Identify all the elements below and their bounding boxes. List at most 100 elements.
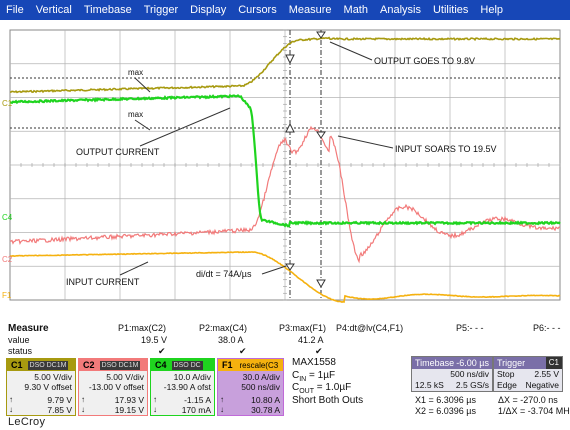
channel-f1-timebase: 500 ns/div (241, 382, 280, 392)
channel-box-c2-body: 5.00 V/div -13.00 V offset ↑ 17.93 V ↓ 1… (79, 371, 147, 415)
channel-c4-vdiv: 10.0 A/div (173, 372, 211, 382)
menu-cursors[interactable]: Cursors (238, 4, 277, 16)
trace-label-f1[interactable]: F1 (2, 291, 12, 300)
channel-f1-up: 10.80 A (251, 395, 280, 405)
annotation-output-current: OUTPUT CURRENT (76, 147, 160, 157)
measure-p3-name[interactable]: P3:max(F1) (279, 323, 327, 333)
measure-p6-name[interactable]: P6:- - - (533, 323, 561, 333)
menu-file[interactable]: File (6, 4, 24, 16)
timebase-label: Timebase (415, 358, 455, 368)
timebase-box[interactable]: Timebase -6.00 µs 500 ns/div 12.5 kS 2.5 G… (411, 356, 493, 392)
channel-c4-up: -1.15 A (184, 395, 211, 405)
channel-c4-tag: C4 (155, 360, 167, 370)
cursor-down-icon: ↓ (81, 405, 85, 414)
trace-c4-output-current (9, 93, 561, 228)
menu-trigger[interactable]: Trigger (143, 4, 179, 16)
annotation-didt: di/dt = 74A/µs (196, 269, 252, 279)
channel-box-f1-header: F1 rescale(C3 (218, 359, 283, 371)
channel-c1-mode: DSO DC1M (27, 360, 69, 370)
note-cin: CIN = 1µF (292, 370, 335, 383)
measure-p4-name[interactable]: P4:dt@lv(C4,F1) (336, 323, 404, 333)
channel-f1-vdiv: 30.0 A/div (242, 372, 280, 382)
measure-p1-name[interactable]: P1:max(C2) (118, 323, 167, 333)
measure-p5-name[interactable]: P5:- - - (456, 323, 484, 333)
annotation-input-current: INPUT CURRENT (66, 277, 140, 287)
channel-c2-down: 19.15 V (114, 405, 144, 415)
menu-utilities[interactable]: Utilities (432, 4, 469, 16)
cursor-down-icon: ↓ (220, 405, 224, 414)
channel-c4-mode: DSO DC (171, 360, 203, 370)
annotation-didt-leader (261, 265, 287, 275)
channel-c2-offset: -13.00 V offset (88, 382, 144, 392)
annotation-input-soars-leader (337, 135, 394, 149)
trace-c1-output-voltage (9, 36, 561, 94)
trigger-row-2: Edge Negative (494, 380, 562, 391)
measure-p1-status: ✔ (158, 346, 166, 356)
trigger-box[interactable]: Trigger C1 Stop 2.55 V Edge Negative (493, 356, 563, 392)
trace-label-c1[interactable]: C1 (2, 99, 13, 108)
measure-row-value-label: value (8, 335, 30, 345)
timebase-row-1: 500 ns/div (412, 369, 492, 380)
channel-c2-up: 17.93 V (114, 395, 144, 405)
note-cout: COUT = 1.0µF (292, 382, 351, 395)
cursor-marker-icon-x1-c1 (316, 31, 326, 39)
timebase-samples: 12.5 kS (415, 380, 444, 390)
menu-analysis[interactable]: Analysis (380, 4, 421, 16)
menu-help[interactable]: Help (480, 4, 504, 16)
menu-measure[interactable]: Measure (288, 4, 332, 16)
menu-timebase[interactable]: Timebase (83, 4, 132, 16)
annotation-output-current-leader (139, 107, 231, 147)
cursor-dx-readout: ΔX = -270.0 ns (498, 395, 558, 405)
cursor-marker-icon-x2-c4 (285, 122, 295, 133)
measure-p2-name[interactable]: P2:max(C4) (199, 323, 248, 333)
channel-box-c4-body: 10.0 A/div -13.90 A ofst ↑ -1.15 A ↓ 170… (151, 371, 214, 415)
menu-vertical[interactable]: Vertical (35, 4, 72, 16)
cursor-up-icon: ↑ (220, 395, 224, 404)
trace-label-c4[interactable]: C4 (2, 213, 13, 222)
brand-logo: LeCroy (8, 416, 46, 428)
channel-box-f1[interactable]: F1 rescale(C3 30.0 A/div 500 ns/div ↑ 10… (217, 358, 284, 416)
channel-box-c4-header: C4 DSO DC (151, 359, 214, 371)
trace-label-c2[interactable]: C2 (2, 255, 13, 264)
cursor-down-icon: ↓ (9, 405, 13, 414)
channel-c1-vdiv: 5.00 V/div (34, 372, 72, 382)
channel-box-c1[interactable]: C1 DSO DC1M 5.00 V/div 9.30 V offset ↑ 9… (6, 358, 76, 416)
channel-f1-down: 30.78 A (251, 405, 280, 415)
timebase-rate: 2.5 GS/s (455, 380, 489, 390)
annotation-max-2: max (128, 110, 143, 119)
channel-c4-down: 170 mA (181, 405, 211, 415)
channel-box-c2[interactable]: C2 DSO DC1M 5.00 V/div -13.00 V offset ↑… (78, 358, 148, 416)
channel-box-c1-body: 5.00 V/div 9.30 V offset ↑ 9.79 V ↓ 7.85… (7, 371, 75, 415)
measure-p3-value: 41.2 A (298, 335, 324, 345)
trigger-header: Trigger C1 (494, 357, 562, 369)
annotation-max-1: max (128, 68, 143, 77)
channel-c1-down: 7.85 V (47, 405, 72, 415)
trigger-state: Stop (497, 369, 515, 379)
channel-f1-tag: F1 (222, 360, 233, 370)
channel-box-c1-header: C1 DSO DC1M (7, 359, 75, 371)
menu-math[interactable]: Math (343, 4, 368, 16)
channel-c1-offset: 9.30 V offset (24, 382, 72, 392)
cursor-marker-icon-x1-c2 (316, 131, 326, 139)
scope-display[interactable]: C1 C4 C2 F1 max max OUTPUT GOES TO 9.8V … (0, 20, 570, 320)
measure-title: Measure (8, 323, 49, 334)
measure-p2-value: 38.0 A (218, 335, 244, 345)
timebase-header: Timebase -6.00 µs (412, 357, 492, 369)
channel-box-c4[interactable]: C4 DSO DC 10.0 A/div -13.90 A ofst ↑ -1.… (150, 358, 215, 416)
annotation-max-1-leader (134, 77, 151, 93)
cursor-marker-icon-x1-f1 (316, 279, 326, 289)
cursor-x1-readout: X1 = 6.3096 µs (415, 395, 476, 405)
channel-f1-function: rescale(C3 (237, 360, 281, 370)
menu-display[interactable]: Display (190, 4, 227, 16)
cursor-inv-dx-readout: 1/ΔX = -3.704 MHz (498, 406, 570, 416)
trigger-type: Edge (497, 380, 517, 390)
channel-box-f1-body: 30.0 A/div 500 ns/div ↑ 10.80 A ↓ 30.78 … (218, 371, 283, 415)
cursor-marker-icon-x2-c1 (285, 54, 295, 65)
menu-bar: File Vertical Timebase Trigger Display C… (0, 0, 570, 20)
annotation-input-current-leader (119, 261, 149, 276)
measure-p3-status: ✔ (315, 346, 323, 356)
annotation-input-soars: INPUT SOARS TO 19.5V (395, 144, 497, 154)
trigger-label: Trigger (497, 358, 526, 368)
note-short: Short Both Outs (292, 395, 364, 406)
trigger-slope: Negative (525, 380, 559, 390)
